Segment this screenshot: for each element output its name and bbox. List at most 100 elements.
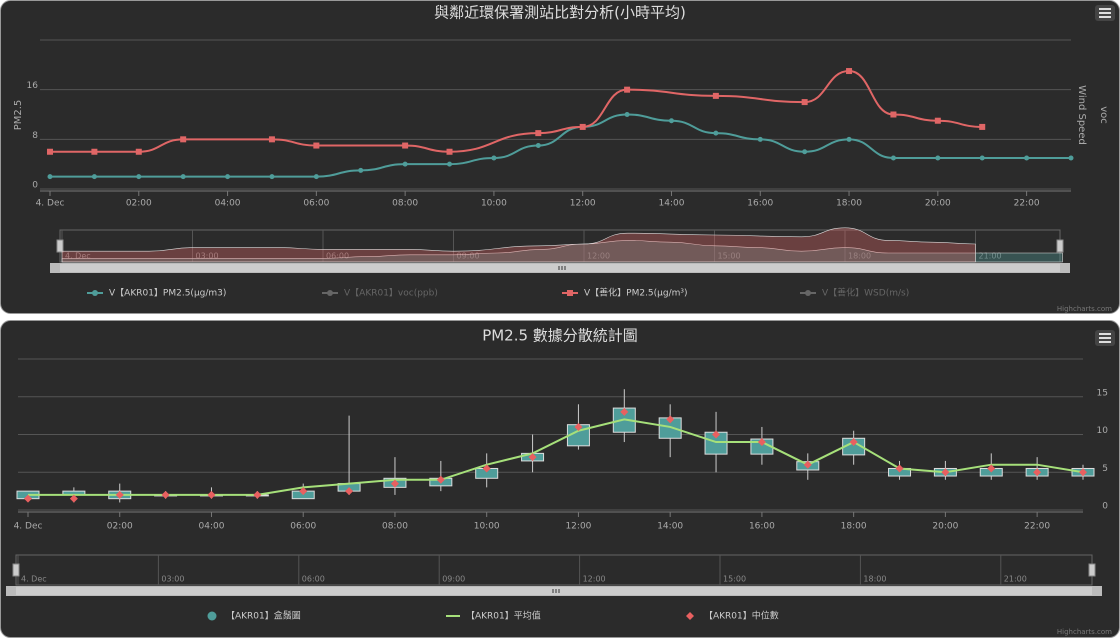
point xyxy=(313,142,320,149)
scrollbar-thumb[interactable] xyxy=(60,264,1060,272)
median-point xyxy=(1033,468,1042,477)
legend-label[interactable]: 【AKR01】平均值 xyxy=(466,610,541,622)
credits[interactable]: Highcharts.com xyxy=(1057,305,1112,313)
y-axis-title: PM2.5 xyxy=(13,100,24,131)
point xyxy=(180,174,186,180)
navigator-label: 06:00 xyxy=(302,575,325,584)
legend-label[interactable]: 【AKR01】中位數 xyxy=(704,610,779,622)
x-tick-label: 04:00 xyxy=(199,522,225,532)
navigator-label: 03:00 xyxy=(196,252,219,261)
median-point xyxy=(24,494,32,503)
navigator-series xyxy=(61,240,1063,263)
x-tick-label: 18:00 xyxy=(836,199,862,209)
point xyxy=(934,117,941,124)
point xyxy=(1068,155,1074,161)
point xyxy=(801,99,808,106)
point xyxy=(225,174,231,180)
navigator-label: 09:00 xyxy=(442,575,465,584)
legend-label[interactable]: V【善化】WSD(m/s) xyxy=(822,287,909,299)
median-point xyxy=(299,487,308,496)
point xyxy=(979,155,985,161)
point xyxy=(268,136,275,143)
point xyxy=(136,174,142,180)
median-point xyxy=(528,453,537,462)
x-tick-label: 16:00 xyxy=(749,522,775,532)
point xyxy=(135,148,142,155)
y-tick-label: 8 xyxy=(32,131,38,141)
y-tick-label: 15 xyxy=(1097,388,1108,398)
scrollbar-grip xyxy=(558,266,566,270)
menu-icon[interactable] xyxy=(1099,333,1111,343)
median-point xyxy=(345,487,354,496)
legend-label[interactable]: V【AKR01】voc(ppb) xyxy=(344,288,438,299)
median-point xyxy=(712,430,721,439)
legend-label[interactable]: 【AKR01】盒鬚圖 xyxy=(226,610,301,622)
point xyxy=(890,111,897,118)
median-point xyxy=(757,438,766,447)
point xyxy=(491,155,497,161)
credits[interactable]: Highcharts.com xyxy=(1057,628,1112,636)
legend-label[interactable]: V【AKR01】PM2.5(μg/m3) xyxy=(109,288,226,299)
median-point xyxy=(482,464,491,473)
x-tick-label: 20:00 xyxy=(932,522,958,532)
navigator-label: 12:00 xyxy=(583,575,606,584)
median-point xyxy=(666,415,675,424)
chart-title: PM2.5 數據分散統計圖 xyxy=(482,327,638,345)
navigator-handle[interactable] xyxy=(1056,239,1064,253)
menu-button[interactable] xyxy=(1095,330,1115,346)
navigator-handle[interactable] xyxy=(1088,563,1096,577)
point xyxy=(446,148,453,155)
legend-symbol xyxy=(686,612,694,620)
median-point xyxy=(161,490,170,499)
median-point xyxy=(803,460,812,469)
x-tick-label: 22:00 xyxy=(1024,522,1050,532)
legend-symbol xyxy=(327,290,333,296)
x-tick-label: 4. Dec xyxy=(36,199,65,209)
navigator-label: 4. Dec xyxy=(65,252,91,261)
x-tick-label: 08:00 xyxy=(382,522,408,532)
navigator-handle[interactable] xyxy=(12,563,20,577)
scrollbar-grip xyxy=(552,589,560,593)
legend-symbol xyxy=(207,611,217,621)
median-point xyxy=(436,475,445,484)
x-tick-label: 02:00 xyxy=(126,199,152,209)
median-point xyxy=(620,407,629,416)
median-point xyxy=(574,422,583,431)
navigator-label: 15:00 xyxy=(723,575,746,584)
navigator-label: 18:00 xyxy=(863,575,886,584)
y-tick-label: 5 xyxy=(1102,464,1108,474)
legend-label[interactable]: V【善化】PM2.5(μg/m³) xyxy=(584,287,688,299)
point xyxy=(846,136,852,142)
point xyxy=(802,149,808,155)
y-tick-label: 0 xyxy=(1102,502,1108,512)
point xyxy=(269,174,275,180)
x-tick-label: 06:00 xyxy=(290,522,316,532)
point xyxy=(579,123,586,130)
x-tick-label: 04:00 xyxy=(215,199,241,209)
median-point xyxy=(207,490,216,499)
navigator-label: 21:00 xyxy=(979,252,1002,261)
point xyxy=(624,112,630,117)
point xyxy=(846,68,853,75)
legend-symbol xyxy=(805,290,811,296)
series-line xyxy=(50,113,1071,178)
x-tick-label: 4. Dec xyxy=(14,522,43,532)
point xyxy=(1024,155,1030,161)
mean-line xyxy=(28,418,1084,496)
point xyxy=(47,148,53,155)
navigator-label: 15:00 xyxy=(718,252,741,261)
scrollbar-thumb[interactable] xyxy=(16,587,1092,595)
menu-icon[interactable] xyxy=(1099,8,1111,18)
median-point xyxy=(987,464,996,473)
navigator-label: 06:00 xyxy=(326,252,349,261)
point xyxy=(47,174,53,180)
navigator-handle[interactable] xyxy=(56,239,64,253)
point xyxy=(535,143,541,149)
x-tick-label: 12:00 xyxy=(565,522,591,532)
menu-button[interactable] xyxy=(1095,5,1115,21)
x-tick-label: 20:00 xyxy=(925,199,951,209)
point xyxy=(712,92,719,99)
navigator-label: 12:00 xyxy=(587,252,610,261)
point xyxy=(713,130,719,136)
legend-symbol xyxy=(92,290,98,296)
